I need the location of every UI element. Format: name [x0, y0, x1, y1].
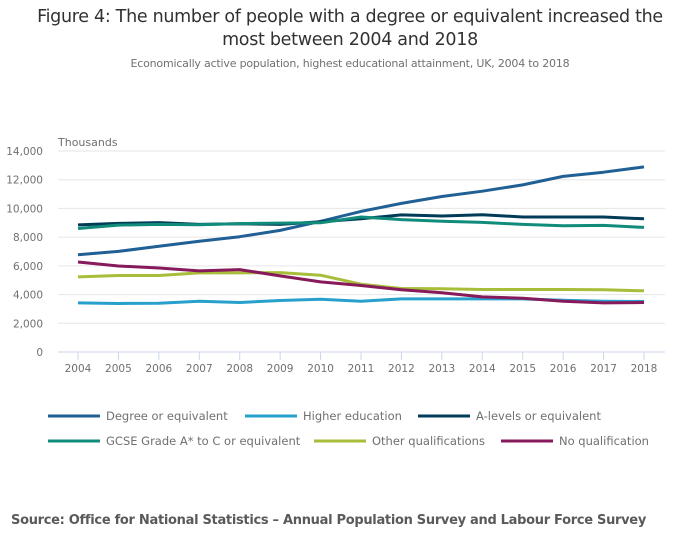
chart-subtitle: Economically active population, highest …	[130, 57, 570, 70]
legend-item-gcse-grade-a-to-c-or-equivalent: GCSE Grade A* to C or equivalent	[48, 434, 301, 448]
series-line-no-qualification	[77, 260, 645, 305]
x-tick-label: 2014	[469, 363, 496, 375]
legend-label: No qualification	[559, 434, 649, 448]
x-tick-label: 2013	[428, 363, 455, 375]
x-tick-label: 2008	[226, 363, 253, 375]
x-tick-label: 2007	[186, 363, 213, 375]
legend-item-other-qualifications: Other qualifications	[314, 434, 485, 448]
y-axis-ticks: 0 2,000 4,000 6,000 8,000 10,000 12,000 14,000	[6, 146, 43, 359]
x-tick-label: 2017	[590, 363, 617, 375]
legend-item-no-qualification: No qualification	[501, 434, 649, 448]
x-tick-label: 2005	[105, 363, 132, 375]
series-line-degree-or-equivalent	[77, 165, 645, 257]
x-tick-label: 2015	[509, 363, 536, 375]
legend-label: A-levels or equivalent	[476, 409, 601, 423]
x-tick-label: 2011	[348, 363, 375, 375]
chart-title: Figure 4: The number of people with a de…	[0, 6, 700, 52]
legend-item-degree-or-equivalent: Degree or equivalent	[48, 409, 228, 423]
legend-label: Other qualifications	[372, 434, 485, 448]
x-axis: 2004 2005 2006 2007 2008 2009 2010 2011 2012 2013…	[65, 352, 658, 375]
legend-item-a-levels-or-equivalent: A-levels or equivalent	[418, 409, 601, 423]
y-tick-label: 12,000	[6, 175, 43, 187]
x-tick-label: 2009	[267, 363, 294, 375]
chart-title-line-2: most between 2004 and 2018	[222, 30, 478, 50]
y-tick-label: 0	[36, 347, 43, 359]
legend-label: GCSE Grade A* to C or equivalent	[106, 434, 301, 448]
x-tick-label: 2016	[550, 363, 577, 375]
x-tick-label: 2012	[388, 363, 415, 375]
y-tick-label: 4,000	[13, 290, 43, 302]
y-tick-label: 2,000	[13, 318, 43, 330]
chart-title-line-1: Figure 4: The number of people with a de…	[37, 7, 663, 27]
x-tick-label: 2018	[631, 363, 658, 375]
x-tick-label: 2006	[145, 363, 172, 375]
source-note: Source: Office for National Statistics –…	[11, 513, 646, 528]
legend: Degree or equivalent Higher education A-le…	[48, 409, 649, 448]
legend-item-higher-education: Higher education	[245, 409, 402, 423]
y-tick-label: 6,000	[13, 261, 43, 273]
legend-label: Degree or equivalent	[106, 409, 228, 423]
legend-label: Higher education	[303, 409, 402, 423]
y-tick-label: 14,000	[6, 146, 43, 158]
x-tick-label: 2004	[65, 363, 92, 375]
y-tick-label: 10,000	[6, 203, 43, 215]
series-line-gcse-grade-a-to-c-or-equivalent	[77, 215, 645, 230]
y-axis-unit-label: Thousands	[57, 136, 118, 149]
gridlines	[58, 150, 665, 353]
series-lines	[77, 165, 645, 305]
y-tick-label: 8,000	[13, 232, 43, 244]
x-tick-label: 2010	[307, 363, 334, 375]
series-line-other-qualifications	[77, 271, 645, 293]
